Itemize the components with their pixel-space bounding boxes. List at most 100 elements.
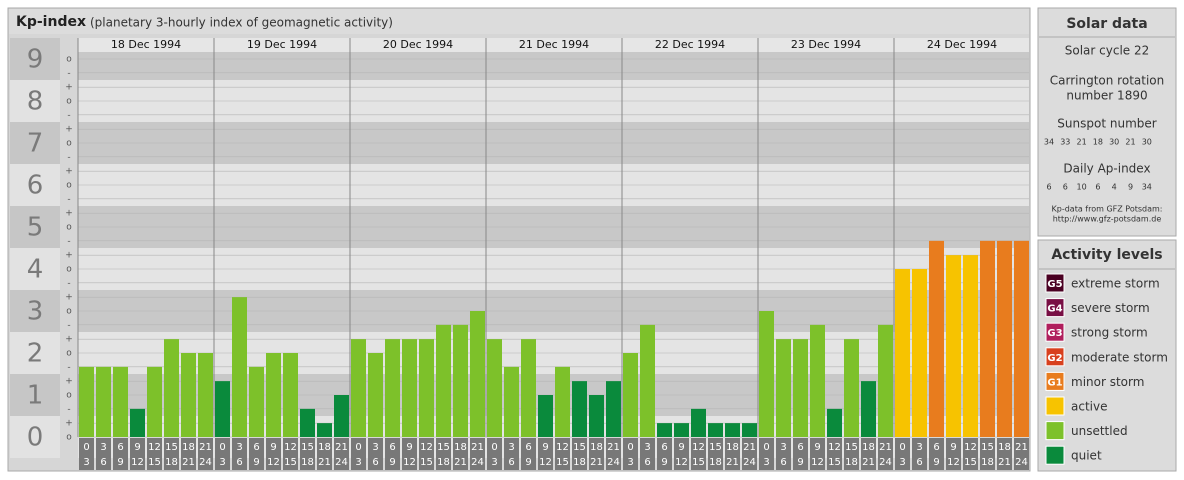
time-slot-bg — [555, 438, 570, 470]
time-slot-bg — [436, 438, 451, 470]
y-tick-label: 5 — [27, 213, 44, 243]
time-slot-end: 18 — [709, 457, 722, 468]
time-slot-start: 21 — [1015, 442, 1028, 453]
time-slot-end: 24 — [879, 457, 892, 468]
day-label: 19 Dec 1994 — [247, 38, 317, 51]
y-tick-label: 2 — [27, 339, 44, 369]
title-bar — [9, 9, 1029, 34]
time-slot-end: 21 — [726, 457, 739, 468]
bar — [589, 395, 604, 437]
bar — [402, 339, 417, 437]
time-slot-end: 15 — [692, 457, 705, 468]
bar — [980, 240, 995, 437]
time-slot-end: 24 — [607, 457, 620, 468]
bar — [334, 395, 349, 437]
time-slot-end: 15 — [148, 457, 161, 468]
time-slot-bg — [487, 438, 502, 470]
ap-value: 10 — [1077, 183, 1087, 192]
time-slot-bg — [113, 438, 128, 470]
time-slot-bg — [317, 438, 332, 470]
time-slot-start: 21 — [335, 442, 348, 453]
sunspot-value: 21 — [1077, 138, 1087, 147]
level-swatch — [1045, 347, 1065, 367]
minor-tick-label: + — [65, 209, 73, 219]
y-tick-label: 9 — [27, 45, 44, 75]
level-label: quiet — [1071, 449, 1102, 463]
time-slot-bg — [181, 438, 196, 470]
chart-subtitle: (planetary 3-hourly index of geomagnetic… — [90, 16, 393, 30]
time-slot-end: 24 — [199, 457, 212, 468]
bar — [368, 353, 383, 437]
time-slot-bg — [351, 438, 366, 470]
time-slot-bg — [334, 438, 349, 470]
minor-tick-label: - — [67, 236, 70, 246]
time-slot-bg — [827, 438, 842, 470]
time-slot-end: 12 — [675, 457, 688, 468]
time-slot-end: 12 — [131, 457, 144, 468]
time-slot-start: 0 — [763, 442, 769, 453]
day-label: 24 Dec 1994 — [927, 38, 997, 51]
time-slot-end: 3 — [491, 457, 497, 468]
time-slot-bg — [691, 438, 706, 470]
time-slot-bg — [640, 438, 655, 470]
y-band-label-bg — [10, 122, 60, 164]
bar — [674, 423, 689, 437]
time-slot-bg — [776, 438, 791, 470]
minor-tick-label: + — [65, 167, 73, 177]
sunspot-value: 30 — [1142, 138, 1152, 147]
time-slot-start: 18 — [862, 442, 875, 453]
y-band-label-bg — [10, 416, 60, 458]
bar — [453, 324, 468, 437]
time-slot-start: 0 — [219, 442, 225, 453]
time-slot-bg — [657, 438, 672, 470]
time-slot-end: 12 — [811, 457, 824, 468]
time-slot-end: 21 — [998, 457, 1011, 468]
time-slot-bg — [79, 438, 94, 470]
minor-tick-label: o — [66, 265, 72, 275]
bar — [623, 353, 638, 437]
time-slot-bg — [623, 438, 638, 470]
time-slot-end: 21 — [590, 457, 603, 468]
level-swatch — [1045, 371, 1065, 391]
time-slot-start: 9 — [406, 442, 412, 453]
time-slot-bg — [147, 438, 162, 470]
time-slot-bg — [453, 438, 468, 470]
level-label: moderate storm — [1071, 350, 1168, 364]
time-slot-end: 12 — [539, 457, 552, 468]
y-band-label-bg — [10, 290, 60, 332]
solar-panel — [1037, 7, 1177, 237]
y-band-label-bg — [10, 374, 60, 416]
day-label: 20 Dec 1994 — [383, 38, 453, 51]
time-slot-start: 6 — [117, 442, 123, 453]
level-label: strong storm — [1071, 326, 1148, 340]
time-slot-end: 15 — [828, 457, 841, 468]
time-slot-start: 21 — [199, 442, 212, 453]
time-slot-end: 15 — [964, 457, 977, 468]
time-slot-bg — [946, 438, 961, 470]
carrington-2: number 1890 — [1066, 89, 1147, 103]
time-slot-end: 24 — [743, 457, 756, 468]
minor-tick-label: - — [67, 110, 70, 120]
time-slot-end: 6 — [644, 457, 650, 468]
time-slot-end: 9 — [389, 457, 395, 468]
time-slot-bg — [572, 438, 587, 470]
time-slot-start: 3 — [916, 442, 922, 453]
time-slot-start: 3 — [372, 442, 378, 453]
time-slot-start: 18 — [454, 442, 467, 453]
minor-tick-label: o — [66, 307, 72, 317]
time-slot-start: 21 — [743, 442, 756, 453]
minor-tick-label: + — [65, 293, 73, 303]
time-slot-end: 6 — [236, 457, 242, 468]
time-slot-end: 9 — [933, 457, 939, 468]
bar — [249, 366, 264, 437]
bar — [283, 353, 298, 437]
bar — [487, 339, 502, 437]
source-1: Kp-data from GFZ Potsdam: — [1052, 205, 1163, 214]
time-slot-end: 3 — [899, 457, 905, 468]
time-slot-end: 21 — [182, 457, 195, 468]
time-slot-start: 15 — [981, 442, 994, 453]
time-slot-bg — [980, 438, 995, 470]
level-swatch — [1045, 298, 1065, 318]
minor-tick-label: - — [67, 362, 70, 372]
level-swatch — [1045, 421, 1065, 441]
